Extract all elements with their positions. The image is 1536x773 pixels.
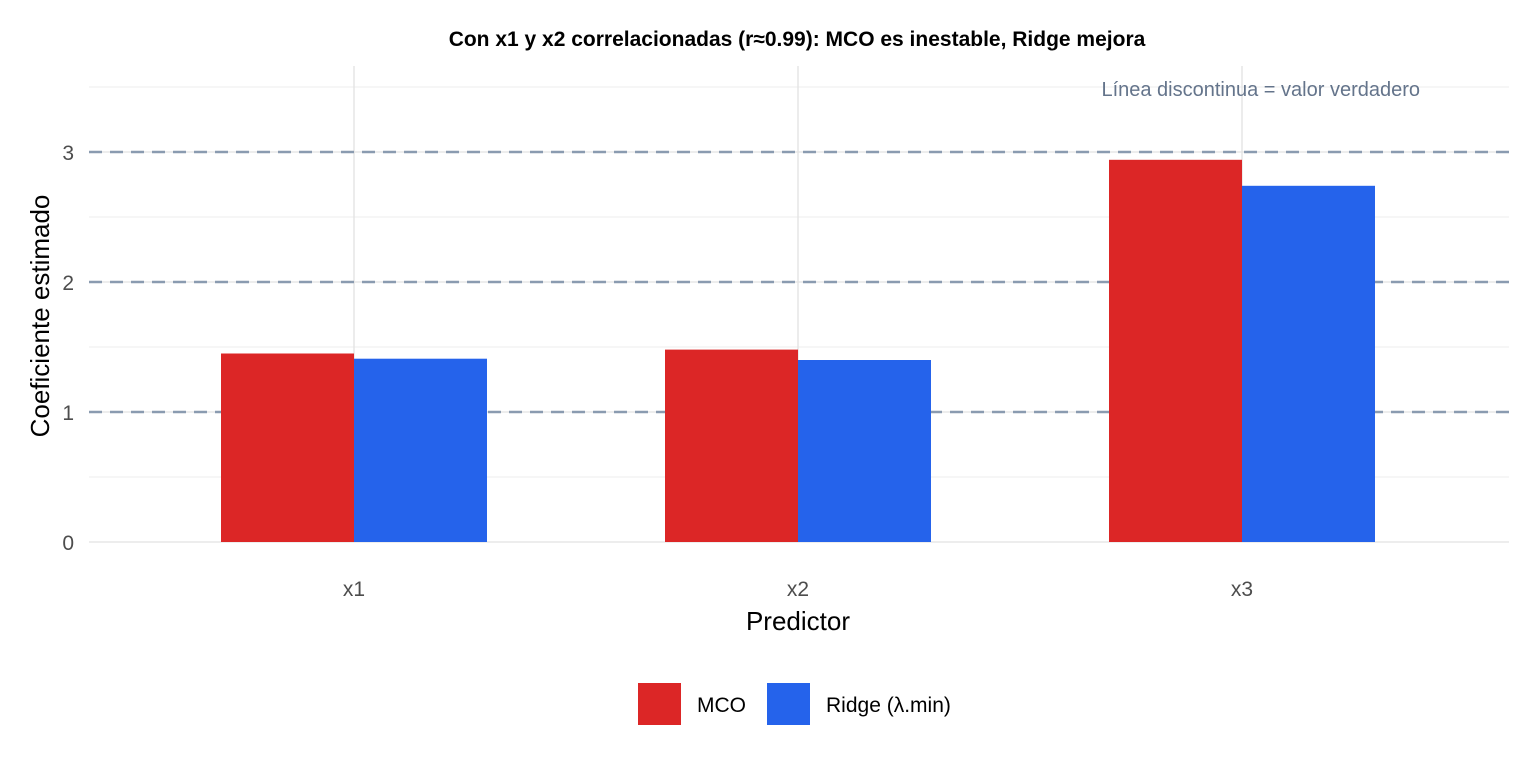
legend-item: Ridge (λ.min): [767, 683, 951, 725]
y-tick-label: 2: [62, 272, 74, 295]
x-tick-label: x3: [1231, 578, 1253, 601]
annotation-text: Línea discontinua = valor verdadero: [1101, 79, 1420, 101]
x-axis-title: Predictor: [746, 606, 850, 636]
legend-swatch: [767, 683, 810, 725]
bar-mco-x1: [221, 353, 354, 542]
bar-ridge-x1: [354, 358, 487, 542]
y-tick-label: 1: [62, 402, 74, 425]
x-axis-ticks: x1 x2 x3: [343, 578, 1253, 601]
y-tick-label: 3: [62, 142, 74, 165]
bar-ridge-x2: [798, 360, 931, 542]
legend: MCO Ridge (λ.min): [638, 683, 951, 725]
bar-ridge-x3: [1242, 185, 1375, 543]
bar-mco-x2: [665, 349, 798, 542]
y-tick-label: 0: [62, 532, 74, 555]
y-axis-ticks: 0 1 2 3: [62, 142, 74, 555]
legend-label: MCO: [697, 694, 746, 717]
y-axis-title: Coeficiente estimado: [25, 195, 55, 438]
x-tick-label: x1: [343, 578, 365, 601]
legend-item: MCO: [638, 683, 746, 725]
x-tick-label: x2: [787, 578, 809, 601]
bar-mco-x3: [1109, 159, 1242, 543]
legend-label: Ridge (λ.min): [826, 694, 951, 717]
bars-layer: [221, 159, 1375, 543]
legend-swatch: [638, 683, 681, 725]
chart-title: Con x1 y x2 correlacionadas (r≈0.99): MC…: [449, 28, 1146, 51]
